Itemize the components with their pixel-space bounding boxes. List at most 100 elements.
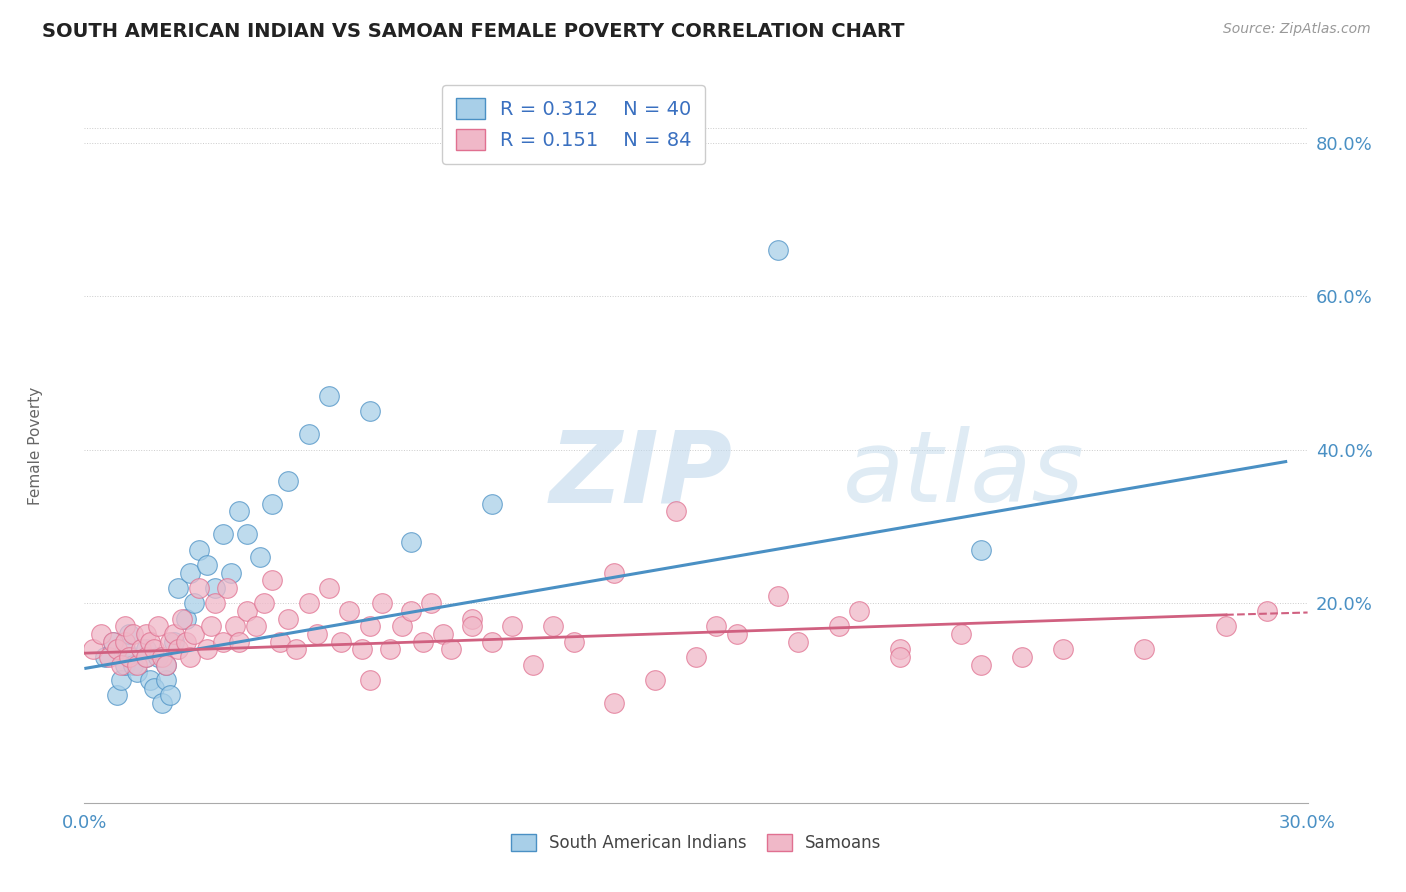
Point — [127, 657, 149, 672]
Point — [298, 427, 321, 442]
Point — [412, 634, 434, 648]
Point — [665, 504, 688, 518]
Point — [179, 566, 201, 580]
Point — [277, 474, 299, 488]
Point — [350, 642, 373, 657]
Point — [285, 642, 308, 657]
Point — [127, 665, 149, 680]
Point — [131, 642, 153, 657]
Point — [305, 627, 328, 641]
Point — [142, 681, 165, 695]
Point — [224, 619, 246, 633]
Point — [204, 596, 226, 610]
Point — [135, 650, 157, 665]
Point — [440, 642, 463, 657]
Point — [195, 642, 218, 657]
Text: atlas: atlas — [842, 426, 1084, 523]
Point — [183, 627, 205, 641]
Text: Source: ZipAtlas.com: Source: ZipAtlas.com — [1223, 22, 1371, 37]
Point — [138, 634, 160, 648]
Point — [543, 619, 565, 633]
Point — [114, 619, 136, 633]
Point — [269, 634, 291, 648]
Point — [359, 673, 381, 687]
Point — [204, 581, 226, 595]
Point — [318, 389, 340, 403]
Point — [432, 627, 454, 641]
Point — [155, 673, 177, 687]
Point — [228, 504, 250, 518]
Point — [359, 404, 381, 418]
Point — [135, 650, 157, 665]
Point — [105, 689, 128, 703]
Point — [110, 673, 132, 687]
Point — [142, 642, 165, 657]
Point — [950, 627, 973, 641]
Point — [219, 566, 242, 580]
Point — [399, 535, 422, 549]
Legend: South American Indians, Samoans: South American Indians, Samoans — [503, 827, 889, 859]
Point — [163, 634, 186, 648]
Point — [330, 634, 353, 648]
Point — [766, 244, 789, 258]
Point — [1133, 642, 1156, 657]
Point — [200, 619, 222, 633]
Point — [260, 497, 283, 511]
Point — [150, 696, 173, 710]
Point — [167, 581, 190, 595]
Point — [114, 642, 136, 657]
Point — [1256, 604, 1278, 618]
Text: SOUTH AMERICAN INDIAN VS SAMOAN FEMALE POVERTY CORRELATION CHART: SOUTH AMERICAN INDIAN VS SAMOAN FEMALE P… — [42, 22, 904, 41]
Point — [159, 689, 181, 703]
Point — [150, 650, 173, 665]
Point — [1052, 642, 1074, 657]
Point — [522, 657, 544, 672]
Point — [249, 550, 271, 565]
Point — [1011, 650, 1033, 665]
Point — [461, 612, 484, 626]
Point — [298, 596, 321, 610]
Point — [155, 657, 177, 672]
Point — [82, 642, 104, 657]
Point — [245, 619, 267, 633]
Point — [172, 612, 194, 626]
Point — [118, 650, 141, 665]
Point — [122, 627, 145, 641]
Point — [481, 497, 503, 511]
Point — [138, 673, 160, 687]
Point — [502, 619, 524, 633]
Point — [90, 627, 112, 641]
Point — [787, 634, 810, 648]
Point — [163, 627, 186, 641]
Point — [970, 657, 993, 672]
Point — [766, 589, 789, 603]
Point — [253, 596, 276, 610]
Point — [889, 642, 911, 657]
Point — [828, 619, 851, 633]
Point — [114, 634, 136, 648]
Point — [159, 634, 181, 648]
Point — [318, 581, 340, 595]
Point — [122, 657, 145, 672]
Point — [135, 642, 157, 657]
Point — [228, 634, 250, 648]
Point — [603, 566, 626, 580]
Point — [146, 650, 169, 665]
Point — [93, 650, 115, 665]
Point — [212, 634, 235, 648]
Point — [277, 612, 299, 626]
Point — [420, 596, 443, 610]
Point — [848, 604, 870, 618]
Point — [339, 604, 361, 618]
Point — [236, 527, 259, 541]
Point — [236, 604, 259, 618]
Point — [174, 634, 197, 648]
Point — [603, 696, 626, 710]
Point — [101, 634, 124, 648]
Point — [371, 596, 394, 610]
Point — [1215, 619, 1237, 633]
Text: Female Poverty: Female Poverty — [28, 387, 44, 505]
Point — [135, 627, 157, 641]
Point — [167, 642, 190, 657]
Point — [562, 634, 585, 648]
